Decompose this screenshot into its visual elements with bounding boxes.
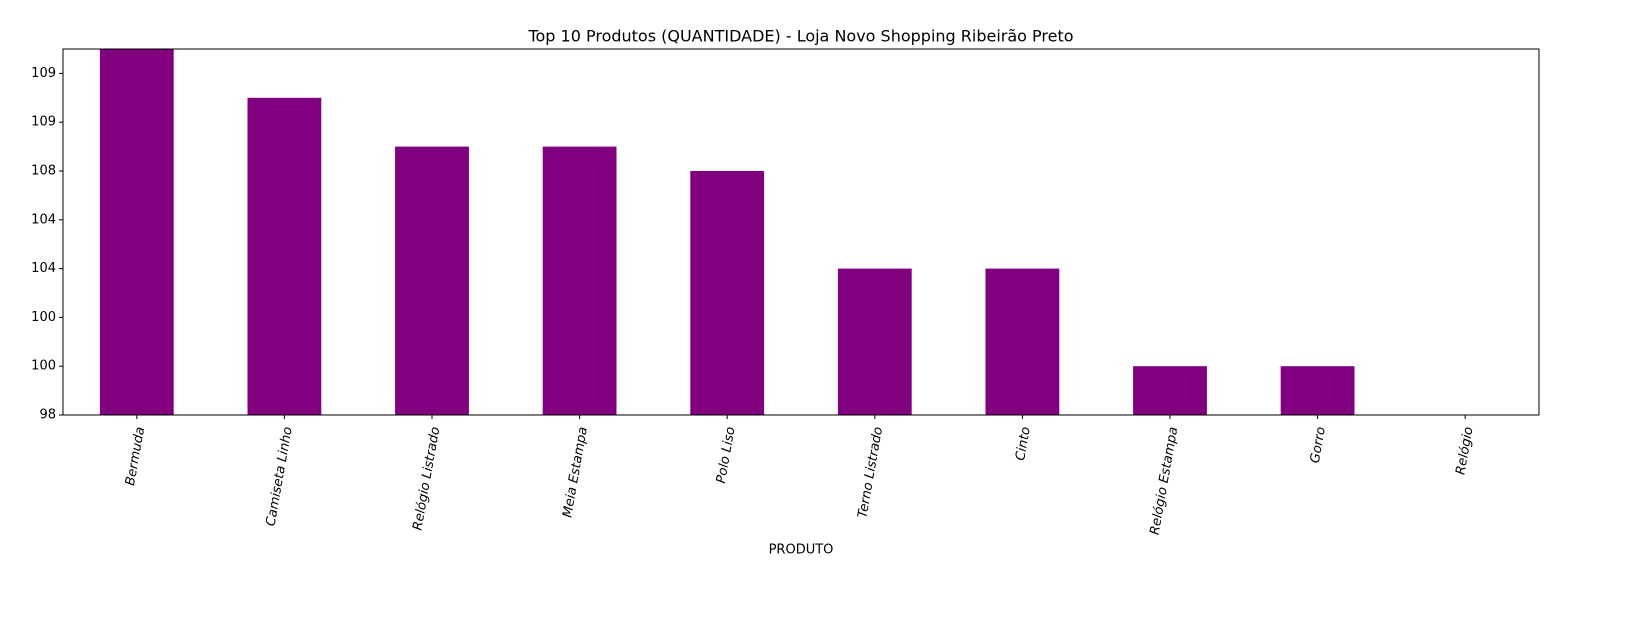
bar: [395, 146, 469, 415]
y-tick-label: 104: [31, 261, 56, 276]
bar: [99, 49, 174, 415]
x-axis-label: PRODUTO: [769, 543, 834, 558]
y-tick-label: 100: [31, 310, 56, 325]
y-tick-label: 109: [31, 115, 56, 130]
x-tick-label: Gorro: [1308, 426, 1329, 465]
x-tick-label: Bermuda: [123, 426, 148, 487]
y-tick-label: 104: [31, 212, 56, 227]
x-tick-label: Relógio Listrado: [410, 426, 443, 532]
y-tick-label: 98: [39, 408, 56, 423]
bar: [985, 268, 1060, 415]
x-tick-label: Meia Estampa: [560, 426, 591, 519]
x-tick-label: Camiseta Linho: [264, 426, 296, 528]
x-tick-label: Cinto: [1013, 426, 1034, 462]
x-tick-label: Relógio Estampa: [1148, 426, 1182, 536]
chart-title: Top 10 Produtos (QUANTIDADE) - Loja Novo…: [527, 27, 1073, 46]
plot-frame: [62, 48, 1540, 416]
y-tick-label: 108: [31, 164, 56, 179]
x-tick-label: Terno Listrado: [855, 426, 886, 519]
bar: [1280, 366, 1355, 415]
bar: [837, 268, 912, 415]
bar: [690, 171, 765, 415]
x-tick-label: Relógio: [1453, 426, 1476, 476]
y-tick-label: 109: [31, 66, 56, 81]
bar: [247, 97, 322, 416]
bar: [542, 146, 617, 415]
bar: [1133, 366, 1207, 415]
x-tick-label: Polo Liso: [714, 426, 739, 485]
y-tick-label: 100: [31, 359, 56, 374]
